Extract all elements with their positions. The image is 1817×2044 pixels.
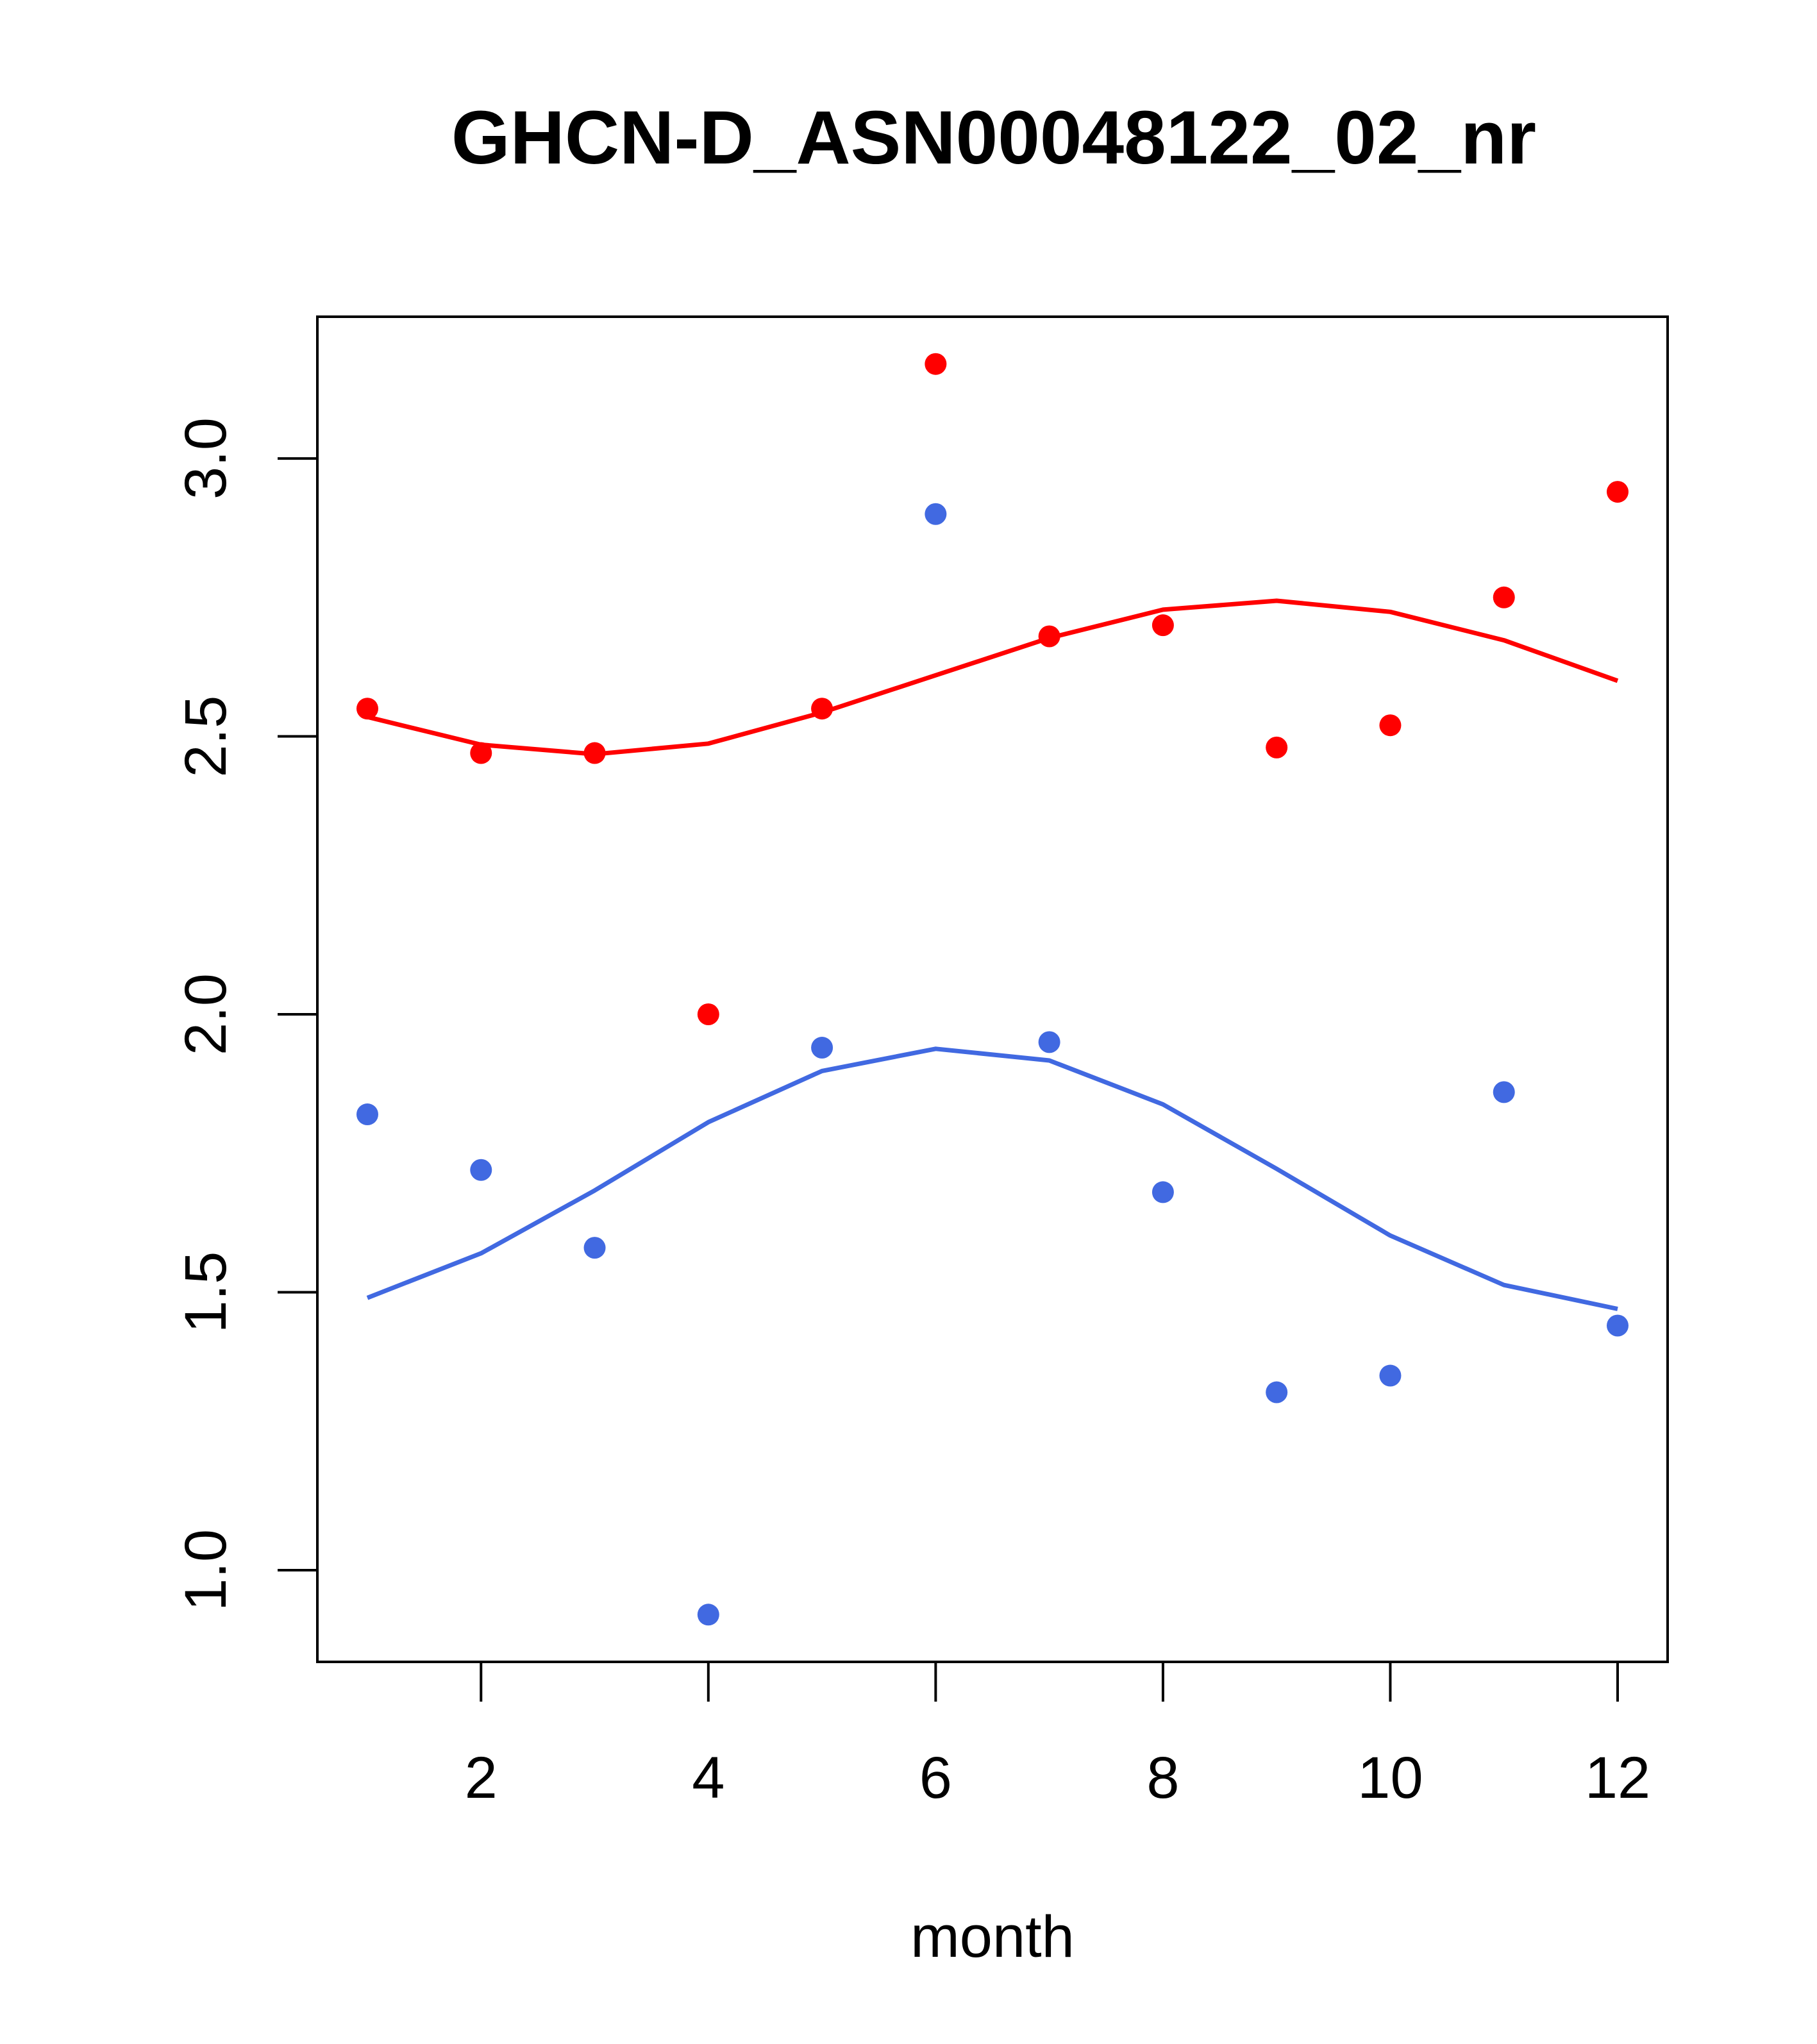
series-2-point xyxy=(356,1103,378,1126)
series-1-point xyxy=(925,353,947,375)
series-1-point xyxy=(583,742,606,764)
series-2-point xyxy=(470,1159,492,1181)
plot-frame xyxy=(316,315,1669,1663)
series-1-point xyxy=(697,1003,719,1026)
x-axis-label: month xyxy=(910,1904,1075,1970)
x-tick-label: 6 xyxy=(919,1745,952,1811)
series-1-point xyxy=(1493,586,1515,608)
series-2-point xyxy=(583,1237,606,1259)
x-tick-label: 8 xyxy=(1146,1745,1179,1811)
series-2-point xyxy=(1266,1381,1288,1403)
series-1-point xyxy=(1379,714,1402,737)
series-1-point xyxy=(1266,736,1288,758)
series-1-point xyxy=(1607,481,1629,503)
x-tick-label: 2 xyxy=(465,1745,498,1811)
series-2-point xyxy=(697,1604,719,1626)
series-1-smooth-line xyxy=(367,598,1619,757)
x-tick-label: 10 xyxy=(1357,1745,1423,1811)
y-tick-label: 2.5 xyxy=(173,696,239,778)
axes: 2 4 6 8 10 12 1.0 1.5 2.0 2.5 3.0 xyxy=(173,417,1650,1811)
y-tick-label: 2.0 xyxy=(173,973,239,1055)
x-tick-label: 12 xyxy=(1585,1745,1650,1811)
series-1-point xyxy=(1151,614,1174,637)
x-tick-label: 4 xyxy=(692,1745,724,1811)
y-tick-label: 1.0 xyxy=(173,1529,239,1611)
series-1-point xyxy=(356,698,378,720)
series-1-point xyxy=(1038,625,1060,648)
series-2-point xyxy=(1379,1364,1402,1387)
y-tick-label: 3.0 xyxy=(173,417,239,499)
series-1-point xyxy=(811,698,833,720)
smooth-lines xyxy=(366,598,1619,1311)
series-2-point xyxy=(1607,1314,1629,1337)
y-tick-label: 1.5 xyxy=(173,1252,239,1334)
series-2-point xyxy=(1151,1181,1174,1203)
data-points xyxy=(356,353,1629,1626)
series-1-point xyxy=(470,742,492,764)
series-2-point xyxy=(811,1037,833,1059)
series-2-point xyxy=(1493,1081,1515,1103)
series-2-point xyxy=(925,503,947,525)
chart-title: GHCN-D_ASN00048122_02_nr xyxy=(451,96,1536,180)
series-2-point xyxy=(1038,1031,1060,1053)
series-2-smooth-line xyxy=(366,1046,1618,1311)
